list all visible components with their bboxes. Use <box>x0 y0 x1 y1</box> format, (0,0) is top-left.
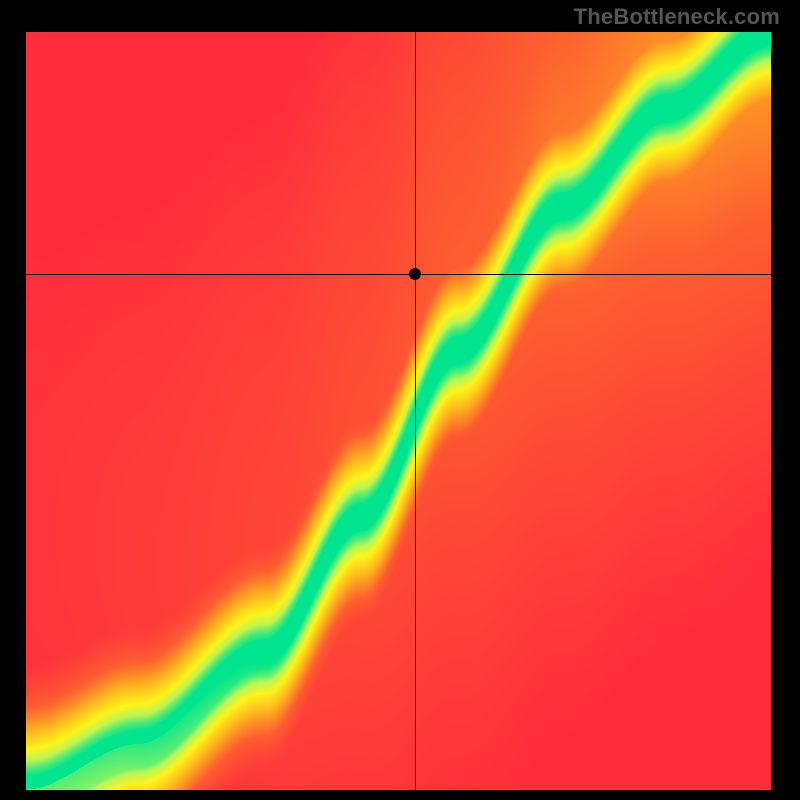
attribution-label: TheBottleneck.com <box>574 4 780 30</box>
heatmap-canvas <box>26 32 771 790</box>
chart-frame: TheBottleneck.com <box>0 0 800 800</box>
heatmap-plot <box>26 32 771 790</box>
